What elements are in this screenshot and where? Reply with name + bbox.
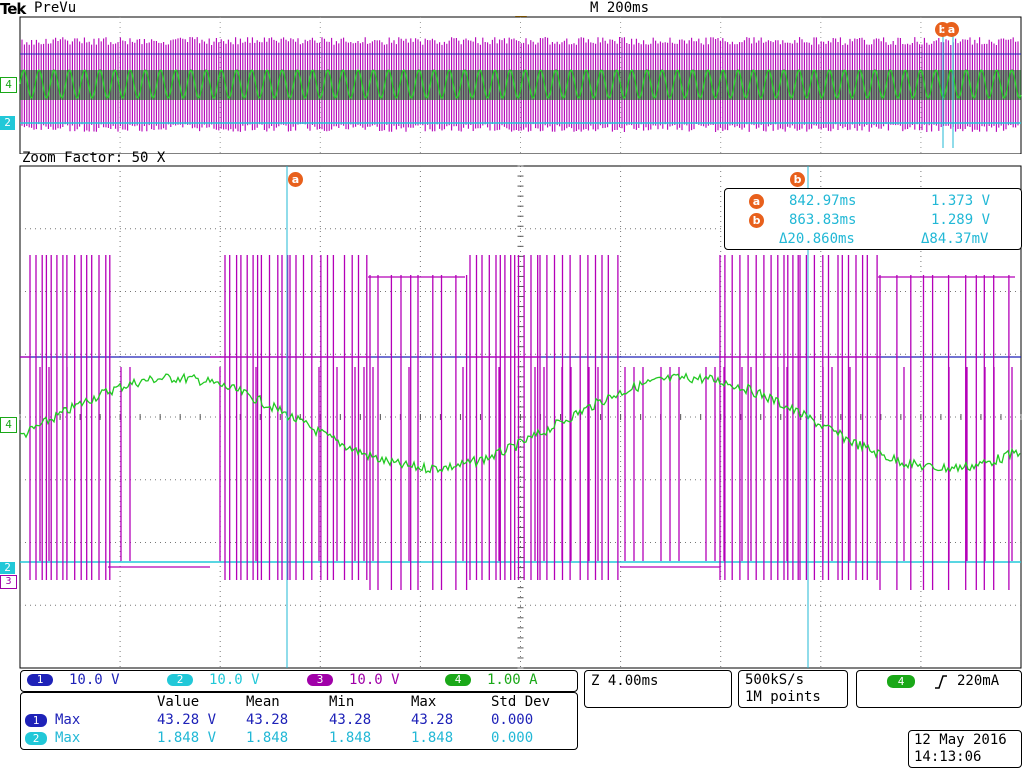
trigger-source: 4: [887, 675, 915, 688]
cursor-readout-panel: a 842.97ms 1.373 V b 863.83ms 1.289 V Δ2…: [724, 188, 1022, 250]
meas-row2-channel: 2: [25, 732, 47, 745]
channel-1-scale[interactable]: 10.0 V: [69, 672, 120, 688]
date: 12 May 2016: [914, 732, 1007, 748]
meas-row1-value: 43.28 V: [157, 712, 217, 728]
trigger-level: 220mA: [957, 673, 1000, 689]
rising-edge-icon: [935, 675, 947, 689]
col-header-stddev: Std Dev: [491, 694, 551, 710]
col-header-value: Value: [157, 694, 200, 710]
cursor-b-handle[interactable]: b: [790, 172, 805, 187]
overview-cursor-a-marker: a: [944, 22, 959, 37]
channel-2-scale[interactable]: 10.0 V: [209, 672, 260, 688]
sample-rate: 500kS/s: [745, 672, 805, 688]
zoom-time-panel[interactable]: Z 4.00ms: [584, 670, 732, 708]
meas-row2-type: Max: [55, 730, 81, 746]
record-length: 1M points: [745, 689, 821, 705]
channel-4-scale[interactable]: 1.00 A: [487, 672, 538, 688]
col-header-mean: Mean: [246, 694, 280, 710]
timebase-readout: M 200ms: [590, 0, 650, 16]
cursor-b-value: 1.289 V: [931, 212, 991, 228]
cursor-delta-value: Δ84.37mV: [921, 231, 989, 247]
ch3-ground-marker[interactable]: 3: [0, 575, 17, 589]
meas-row2-value: 1.848 V: [157, 730, 217, 746]
cursor-b-time: 863.83ms: [789, 212, 857, 228]
col-header-max: Max: [411, 694, 437, 710]
zoom-time-readout: Z 4.00ms: [591, 673, 659, 689]
zoom-factor-label: Zoom Factor: 50 X: [22, 150, 166, 166]
channel-3-scale[interactable]: 10.0 V: [349, 672, 400, 688]
meas-row1-stddev: 0.000: [491, 712, 534, 728]
meas-row1-type: Max: [55, 712, 81, 728]
cursor-a-value: 1.373 V: [931, 193, 991, 209]
cursor-delta-time: Δ20.860ms: [779, 231, 855, 247]
meas-row1-mean: 43.28: [246, 712, 289, 728]
ch2-ground-marker[interactable]: 2: [0, 562, 15, 574]
acquisition-panel[interactable]: 500kS/s 1M points: [738, 670, 848, 708]
channel-2-badge[interactable]: 2: [167, 674, 193, 686]
channel-scale-bar: 1 10.0 V 2 10.0 V 3 10.0 V 4 1.00 A: [20, 670, 578, 692]
meas-row2-stddev: 0.000: [491, 730, 534, 746]
channel-4-badge[interactable]: 4: [445, 674, 471, 686]
meas-row2-max: 1.848: [411, 730, 454, 746]
trigger-panel[interactable]: 4 220mA: [856, 670, 1022, 708]
overview-ch2-marker[interactable]: 2: [0, 116, 15, 130]
cursor-b-icon: b: [749, 213, 764, 228]
time: 14:13:06: [914, 749, 982, 765]
channel-1-badge[interactable]: 1: [27, 674, 53, 686]
acquisition-mode: PreVu: [34, 0, 77, 16]
cursor-a-time: 842.97ms: [789, 193, 857, 209]
cursor-a-icon: a: [749, 194, 764, 209]
brand-logo: Tek: [0, 0, 26, 18]
meas-row2-mean: 1.848: [246, 730, 289, 746]
ch4-ground-marker[interactable]: 4: [0, 417, 17, 433]
meas-row1-min: 43.28: [329, 712, 372, 728]
col-header-min: Min: [329, 694, 355, 710]
cursor-a-handle[interactable]: a: [288, 172, 303, 187]
meas-row1-max: 43.28: [411, 712, 454, 728]
datetime-panel: 12 May 2016 14:13:06: [908, 730, 1022, 768]
measurement-table: Value Mean Min Max Std Dev 1 Max 43.28 V…: [20, 692, 578, 750]
meas-row1-channel: 1: [25, 714, 47, 727]
overview-waveform-window: [19, 16, 1022, 154]
channel-3-badge[interactable]: 3: [307, 674, 333, 686]
overview-ch4-marker[interactable]: 4: [0, 77, 17, 93]
meas-row2-min: 1.848: [329, 730, 372, 746]
